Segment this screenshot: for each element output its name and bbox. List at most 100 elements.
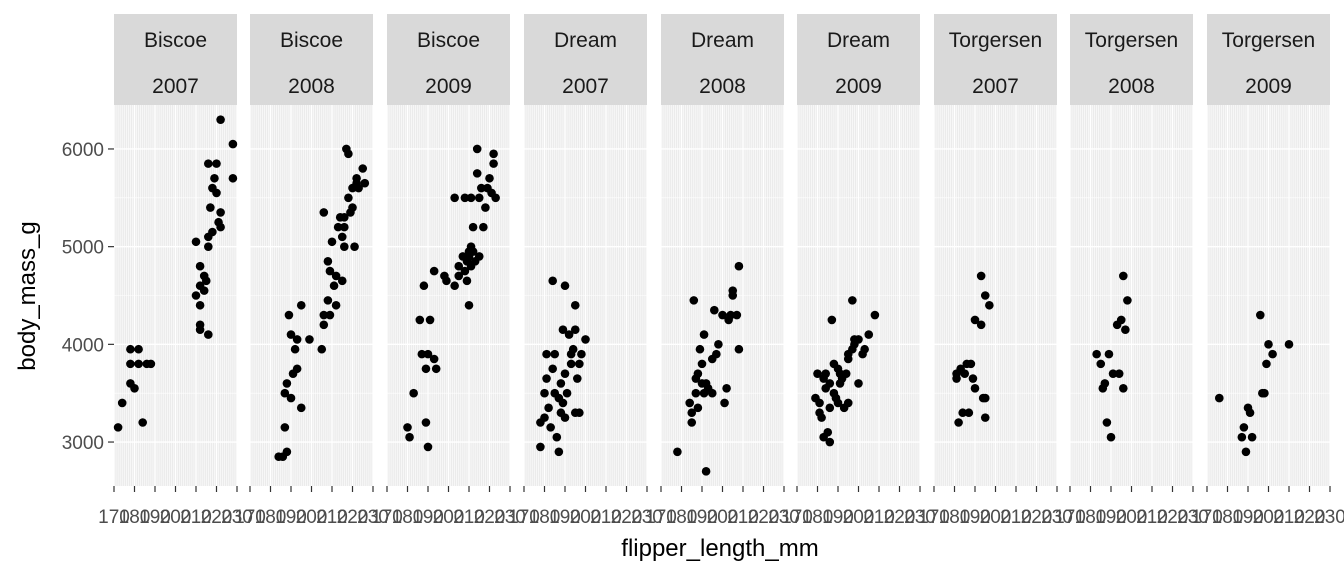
x-tick-label: 180 (802, 507, 834, 528)
x-tick-label: 180 (1212, 507, 1244, 528)
data-point (282, 447, 292, 457)
data-point (1215, 393, 1224, 403)
data-point (560, 413, 570, 422)
data-point (429, 354, 439, 364)
x-tick-label: 190 (959, 507, 991, 528)
data-point (710, 305, 719, 315)
data-point (228, 173, 238, 183)
x-tick-label: 210 (316, 507, 348, 528)
x-tick-label: 220 (748, 507, 780, 528)
data-point (468, 222, 478, 232)
data-point (542, 349, 551, 359)
data-point (280, 388, 290, 398)
facet-strip (934, 14, 1057, 105)
data-point (489, 149, 498, 159)
data-point (848, 296, 857, 305)
x-tick-label: 220 (1294, 507, 1326, 528)
data-point (354, 183, 363, 193)
data-point (573, 374, 582, 383)
data-point (1102, 418, 1112, 427)
data-point (331, 271, 341, 281)
data-point (292, 335, 302, 344)
facet-strip (797, 14, 920, 105)
data-point (352, 173, 361, 183)
x-tick-label: 170 (98, 507, 130, 528)
facet-strip-year: 2009 (1245, 75, 1292, 98)
data-point (954, 418, 963, 427)
data-point (325, 266, 335, 276)
data-point (216, 115, 225, 124)
data-point (1260, 388, 1269, 398)
panels-layer: Biscoe2007Biscoe2008Biscoe2009Dream2007D… (113, 14, 1331, 486)
data-point (409, 388, 418, 398)
x-tick-label: 200 (433, 507, 465, 528)
x-tick-label: 220 (201, 507, 233, 528)
data-point (699, 330, 709, 339)
x-tick-label: 200 (296, 507, 328, 528)
data-point (687, 418, 697, 427)
data-point (1237, 432, 1247, 442)
data-point (325, 310, 335, 320)
data-point (570, 300, 580, 310)
data-point (726, 310, 735, 320)
data-point (581, 335, 590, 344)
data-point (419, 281, 429, 291)
data-point (431, 364, 441, 374)
data-point (134, 344, 143, 354)
data-point (191, 291, 201, 300)
data-point (821, 369, 830, 378)
x-tick-label: 200 (1116, 507, 1148, 528)
data-point (560, 281, 570, 291)
data-point (1116, 315, 1126, 325)
data-point (560, 369, 570, 378)
data-point (870, 310, 880, 320)
facet-strip (1207, 14, 1330, 105)
x-tick-label: 180 (392, 507, 424, 528)
x-tick-label: 230 (1177, 507, 1209, 528)
data-point (1119, 384, 1128, 393)
facet-strip (114, 14, 237, 105)
data-point (319, 208, 329, 217)
data-point (146, 359, 156, 369)
data-point (813, 369, 822, 378)
x-tick-label: 190 (1095, 507, 1127, 528)
facet-strip-year: 2008 (699, 75, 746, 98)
data-point (491, 193, 500, 203)
facet-strip-island: Torgersen (1085, 29, 1178, 52)
x-tick-label: 210 (1273, 507, 1305, 528)
x-tick-label: 180 (1075, 507, 1107, 528)
data-point (421, 364, 431, 374)
data-point (195, 261, 205, 271)
data-point (429, 266, 439, 276)
x-tick-label: 230 (768, 507, 800, 528)
data-point (466, 193, 476, 203)
data-point (1106, 432, 1116, 442)
data-point (1100, 379, 1110, 388)
x-tick-label: 170 (1054, 507, 1086, 528)
data-point (405, 432, 414, 442)
data-point (701, 467, 711, 476)
data-point (489, 159, 498, 168)
data-point (548, 276, 557, 286)
y-tick-label: 4000 (62, 335, 104, 356)
data-point (1114, 369, 1124, 378)
x-tick-label: 190 (686, 507, 718, 528)
data-point (423, 349, 433, 359)
data-point (722, 384, 731, 393)
data-point (138, 418, 147, 427)
facet-panel: Biscoe 2008 (249, 14, 374, 486)
data-point (337, 276, 347, 286)
data-point (319, 320, 329, 330)
data-point (1239, 423, 1249, 432)
data-point (556, 379, 566, 388)
x-tick-label: 190 (822, 507, 854, 528)
data-point (825, 379, 835, 388)
facet-panel: Torgersen 2009 (1206, 14, 1331, 486)
data-point (126, 359, 135, 369)
data-point (126, 344, 135, 354)
x-tick-label: 230 (221, 507, 253, 528)
facet-panel: Dream 2009 (796, 14, 921, 486)
data-point (575, 359, 584, 369)
data-point (340, 242, 349, 251)
y-tick-label: 5000 (62, 238, 104, 259)
